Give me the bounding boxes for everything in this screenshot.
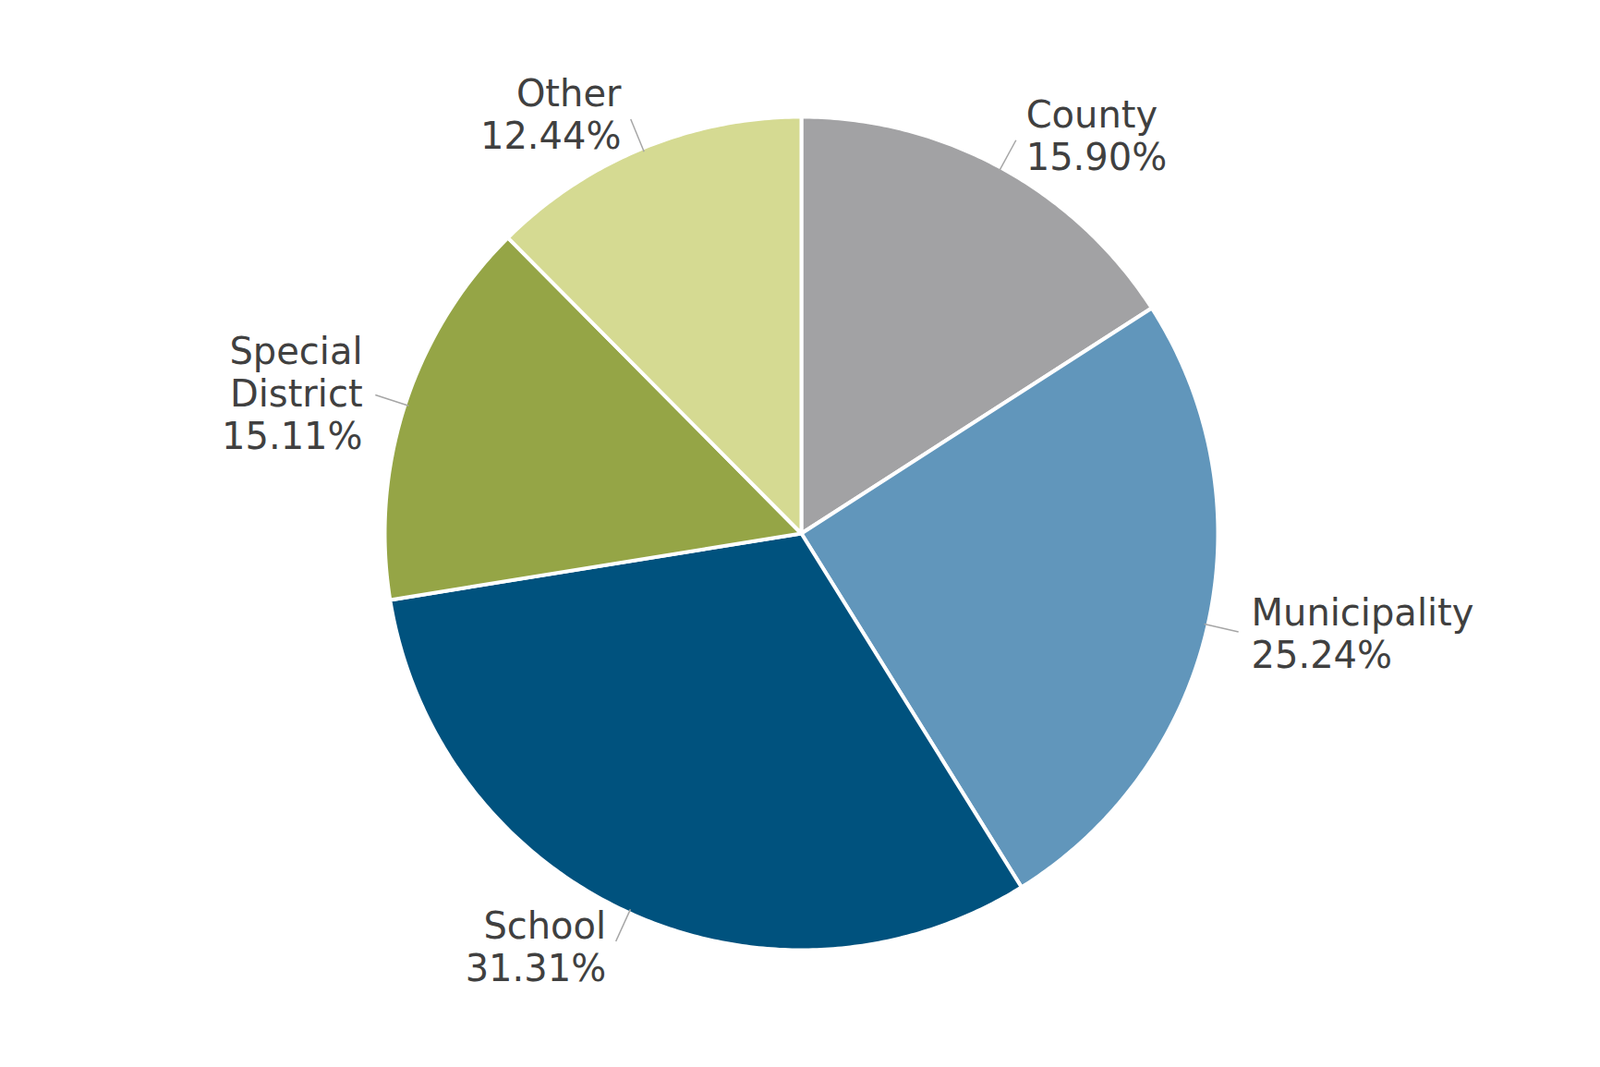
svg-text:Other12.44%: Other12.44%	[480, 72, 622, 158]
svg-text:SpecialDistrict15.11%: SpecialDistrict15.11%	[221, 329, 364, 458]
svg-text:County15.90%: County15.90%	[1026, 93, 1168, 179]
svg-text:Municipality25.24%: Municipality25.24%	[1251, 591, 1475, 677]
svg-text:School31.31%: School31.31%	[465, 904, 607, 990]
